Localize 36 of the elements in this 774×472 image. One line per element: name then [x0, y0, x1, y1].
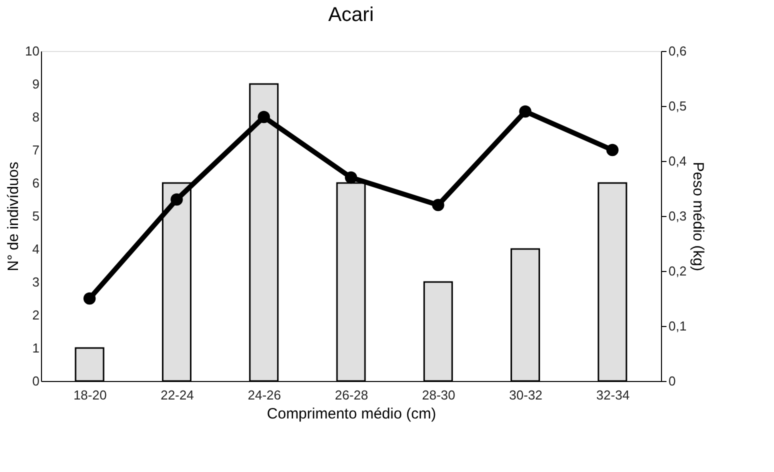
point	[344, 171, 358, 184]
y2-tick-label: 0,1	[668, 318, 687, 334]
x-tick-label: 28-30	[422, 388, 456, 402]
y2-tick-label: 0,6	[668, 44, 687, 58]
x-tick-label: 30-32	[509, 388, 542, 402]
y2-tick-label: 0	[668, 374, 676, 388]
y2-tick-label: 0,3	[668, 208, 687, 224]
y-tick-label: 4	[32, 242, 40, 256]
x-tick-label: 24-26	[248, 388, 281, 402]
y-tick-label: 0	[32, 374, 40, 388]
y-tick-label: 8	[32, 110, 40, 124]
y-tick-label: 9	[32, 76, 40, 92]
y-tick-label: 5	[32, 208, 40, 224]
point	[519, 105, 532, 118]
x-axis-title: Comprimento médio (cm)	[266, 406, 436, 422]
point	[606, 144, 619, 156]
point	[432, 198, 444, 212]
y-axis-title: N° de indivíduos	[5, 162, 22, 272]
x-tick-label: 26-28	[334, 388, 368, 402]
y-tick-label: 3	[32, 274, 40, 290]
y-tick-label: 10	[25, 44, 40, 58]
y2-axis-title: Peso médio (kg)	[690, 162, 707, 272]
x-tick-label: 22-24	[160, 388, 194, 402]
y2-tick-label: 0,5	[668, 98, 687, 114]
y-tick-label: 7	[32, 142, 40, 158]
point	[258, 110, 270, 124]
chart-title: Acari	[328, 4, 374, 26]
y-tick-label: 1	[32, 340, 40, 356]
y2-tick-label: 0,2	[668, 264, 687, 278]
y-tick-label: 2	[32, 308, 40, 322]
point	[83, 292, 96, 305]
x-tick-label: 18-20	[73, 388, 107, 402]
y2-tick-label: 0,4	[668, 154, 687, 168]
y-tick-label: 6	[32, 176, 40, 190]
x-tick-label: 32-34	[596, 388, 630, 402]
point	[170, 193, 183, 206]
